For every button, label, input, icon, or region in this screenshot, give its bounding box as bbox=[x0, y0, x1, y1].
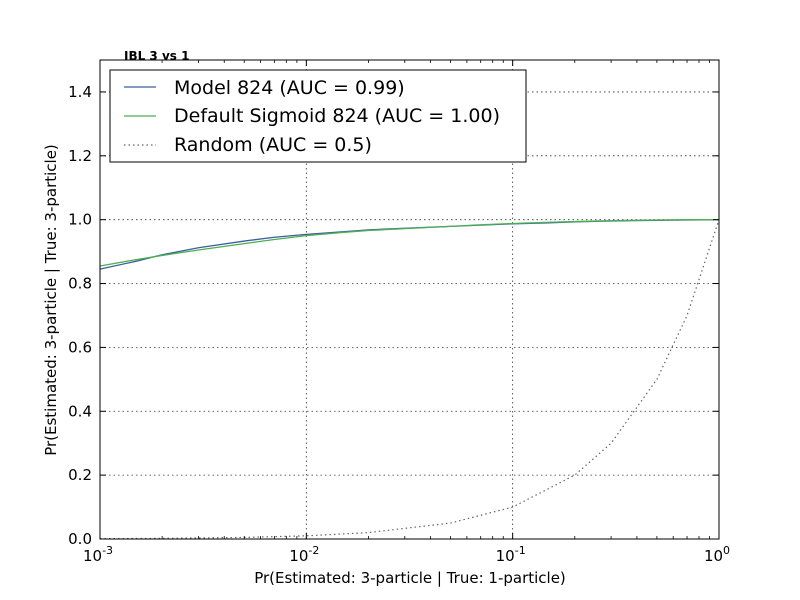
legend-box bbox=[109, 69, 527, 163]
grid bbox=[100, 60, 719, 539]
x-tick-label: 10-1 bbox=[496, 544, 526, 565]
y-tick-label: 0.0 bbox=[68, 530, 92, 548]
x-axis-ticks: 10-3 10-2 10-1 100 bbox=[83, 60, 730, 565]
y-tick-label: 1.0 bbox=[68, 211, 92, 229]
y-tick-label: 0.8 bbox=[68, 275, 92, 293]
y-tick-label: 0.2 bbox=[68, 466, 92, 484]
y-tick-label: 1.2 bbox=[68, 147, 92, 165]
chart-title: IBL 3 vs 1 bbox=[124, 49, 189, 63]
plot-series bbox=[99, 219, 720, 540]
legend-label-random: Random (AUC = 0.5) bbox=[174, 134, 372, 156]
x-tick-label: 10-2 bbox=[289, 544, 319, 565]
y-tick-label: 1.4 bbox=[68, 83, 92, 101]
series-line-random bbox=[99, 219, 720, 540]
plot-area-frame bbox=[99, 59, 720, 540]
y-tick-label: 0.4 bbox=[68, 402, 92, 420]
legend-label-model: Model 824 (AUC = 0.99) bbox=[174, 77, 405, 99]
x-tick-label: 10-3 bbox=[83, 544, 113, 565]
y-axis-ticks: 0.0 0.2 0.4 0.6 0.8 1.0 1.2 1.4 bbox=[68, 83, 719, 548]
legend-label-default-sigmoid: Default Sigmoid 824 (AUC = 1.00) bbox=[174, 105, 500, 127]
x-tick-label: 100 bbox=[704, 544, 730, 565]
series-line-default-sigmoid bbox=[99, 219, 719, 267]
y-tick-label: 0.6 bbox=[68, 338, 92, 356]
legend: Model 824 (AUC = 0.99) Default Sigmoid 8… bbox=[109, 69, 527, 163]
y-axis-label: Pr(Estimated: 3-particle | True: 3-parti… bbox=[42, 144, 60, 456]
x-axis-label: Pr(Estimated: 3-particle | True: 1-parti… bbox=[254, 569, 566, 587]
